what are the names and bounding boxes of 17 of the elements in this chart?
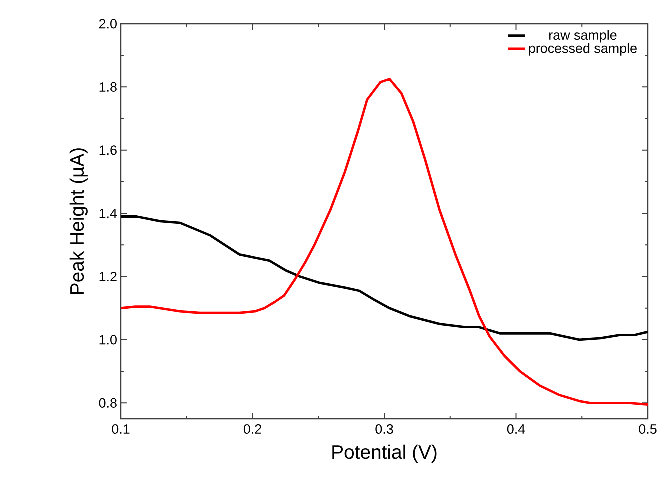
x-tick-label: 0.3 — [376, 424, 394, 434]
y-axis-title: Peak Height (µA) — [70, 148, 88, 294]
x-tick-label: 0.5 — [639, 424, 657, 434]
x-tick-label: 0.4 — [507, 424, 526, 434]
legend-label: raw sample — [549, 30, 617, 43]
y-tick-label: 1.0 — [100, 335, 117, 345]
x-tick-label: 0.1 — [112, 424, 130, 434]
y-tick-label: 2.0 — [99, 19, 117, 29]
x-tick-label: 0.2 — [244, 424, 262, 434]
y-tick-label: 1.2 — [100, 272, 117, 282]
legend-label: processed sample — [529, 43, 637, 56]
x-axis-title: Potential (V) — [332, 444, 437, 463]
y-tick-label: 0.8 — [99, 398, 117, 408]
y-tick-label: 1.6 — [100, 146, 117, 156]
line-series — [121, 216, 648, 342]
y-tick-label: 1.4 — [100, 208, 118, 218]
y-tick-label: 1.8 — [100, 82, 117, 92]
